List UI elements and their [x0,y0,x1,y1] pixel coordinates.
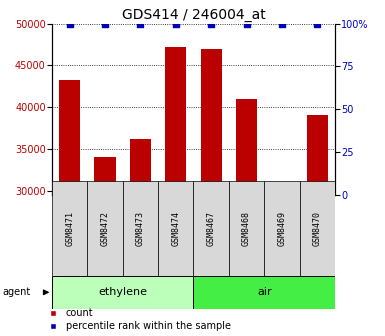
Text: GSM8471: GSM8471 [65,211,74,246]
Bar [87,181,123,276]
Title: GDS414 / 246004_at: GDS414 / 246004_at [122,8,265,23]
Text: GSM8474: GSM8474 [171,211,180,246]
Bar [271,186,293,195]
Legend: count, percentile rank within the sample: count, percentile rank within the sample [44,308,231,331]
Text: air: air [257,287,271,297]
Text: GSM8473: GSM8473 [136,211,145,246]
Point [279,21,285,26]
Bar [264,181,300,276]
Point [243,21,249,26]
Bar [193,181,229,276]
Bar [94,157,116,195]
Bar [130,139,151,195]
Point [102,21,108,26]
Bar [193,276,335,309]
Point [208,21,214,26]
Point [67,21,73,26]
Bar [300,181,335,276]
Point [137,21,144,26]
Text: GSM8467: GSM8467 [207,211,216,246]
Bar [59,80,80,195]
Bar [306,116,328,195]
Bar [236,99,257,195]
Bar [52,181,87,276]
Bar [201,49,222,195]
Text: GSM8470: GSM8470 [313,211,322,246]
Text: GSM8472: GSM8472 [100,211,110,246]
Text: agent: agent [2,287,30,297]
Bar [158,181,193,276]
Point [314,21,320,26]
Bar [123,181,158,276]
Bar [165,47,186,195]
Text: GSM8469: GSM8469 [277,211,286,246]
Text: ethylene: ethylene [98,287,147,297]
Bar [229,181,264,276]
Point [173,21,179,26]
Bar [52,276,193,309]
Text: GSM8468: GSM8468 [242,211,251,246]
